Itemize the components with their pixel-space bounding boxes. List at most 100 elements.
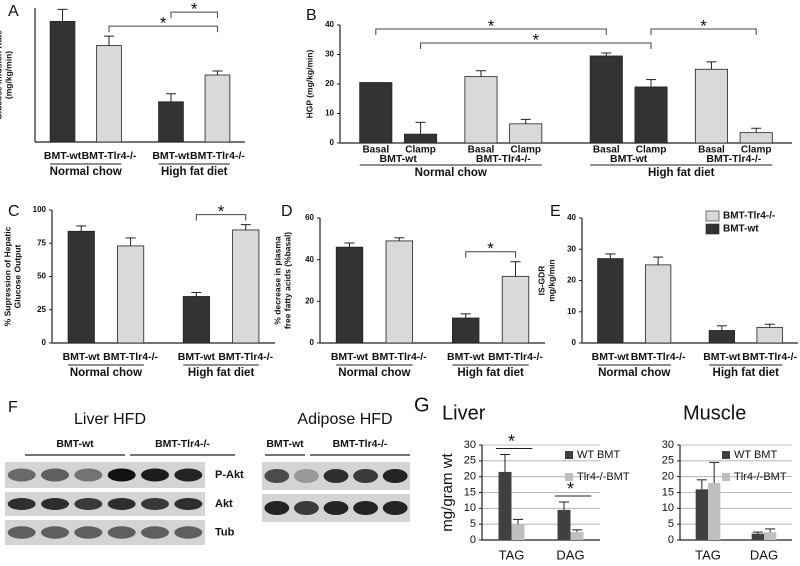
subgroup-label: BMT-Tlr4-/- bbox=[372, 351, 427, 363]
y-tick-label: 20 bbox=[305, 296, 314, 305]
blot-band bbox=[353, 501, 379, 515]
blot-band bbox=[353, 469, 379, 483]
x-tick-label: DAG bbox=[556, 547, 584, 562]
blot-strip bbox=[5, 492, 205, 516]
x-tick-label: Clamp bbox=[405, 145, 436, 156]
blot-strip bbox=[5, 462, 205, 488]
group-label: High fat diet bbox=[713, 367, 780, 379]
y-tick-label: 15 bbox=[464, 486, 476, 498]
bar bbox=[404, 133, 438, 144]
legend-label: WT BMT bbox=[577, 449, 620, 461]
subgroup-label: BMT-Tlr4-/- bbox=[218, 351, 273, 363]
x-tick-label: Clamp bbox=[741, 145, 772, 156]
subgroup-label: BMT-Tlr4-/- bbox=[476, 153, 531, 165]
subgroup-label: BMT-wt bbox=[44, 150, 82, 162]
blot-group-label: BMT-Tlr4-/- bbox=[333, 438, 388, 450]
blot-band bbox=[323, 501, 349, 515]
x-tick-label: DAG bbox=[750, 547, 778, 562]
blot-band bbox=[107, 468, 136, 482]
y-tick-label: 30 bbox=[464, 439, 476, 451]
x-tick-label: Basal bbox=[362, 145, 389, 156]
y-tick-label: 30 bbox=[662, 439, 674, 451]
blot-group-label: BMT-wt bbox=[266, 438, 304, 450]
legend-swatch bbox=[705, 210, 720, 222]
y-axis-label: free fatty acids (%basal) bbox=[282, 232, 292, 329]
panel-label: F bbox=[8, 399, 18, 416]
group-label: High fat diet bbox=[188, 367, 255, 379]
bar bbox=[557, 509, 571, 540]
group-label: Normal chow bbox=[415, 167, 487, 179]
y-axis-label: mg/gram wt bbox=[439, 453, 456, 532]
y-tick-label: 20 bbox=[662, 471, 674, 483]
bar bbox=[158, 101, 184, 143]
bar bbox=[695, 489, 708, 540]
significance-bracket bbox=[375, 28, 607, 36]
subgroup-label: BMT-Tlr4-/- bbox=[742, 351, 797, 363]
y-tick-label: 10 bbox=[325, 109, 334, 118]
y-tick-label: 20 bbox=[567, 276, 576, 285]
y-tick-label: 0 bbox=[330, 138, 335, 147]
blot-band bbox=[323, 469, 349, 483]
y-tick-label: 25 bbox=[37, 305, 46, 314]
y-tick-label: 50 bbox=[37, 272, 46, 281]
group-label: High fat diet bbox=[161, 166, 228, 178]
blot-row-label: Tub bbox=[215, 526, 235, 538]
blot-band bbox=[174, 468, 203, 482]
subgroup-label: BMT-Tlr4-/- bbox=[190, 150, 245, 162]
subgroup-label: BMT-Tlr4-/- bbox=[631, 351, 686, 363]
bar bbox=[498, 471, 512, 540]
bar bbox=[464, 76, 498, 144]
significance-bracket bbox=[420, 42, 652, 50]
y-tick-label: 5 bbox=[470, 518, 476, 530]
significance-label: * bbox=[700, 17, 707, 36]
blot-band bbox=[7, 468, 36, 482]
y-tick-label: 30 bbox=[567, 244, 576, 253]
y-tick-label: 30 bbox=[325, 50, 334, 59]
x-tick-label: Basal bbox=[593, 145, 620, 156]
y-tick-label: 5 bbox=[668, 518, 674, 530]
legend-swatch bbox=[565, 451, 573, 459]
blot-band bbox=[141, 526, 169, 539]
blot-group-label: BMT-wt bbox=[56, 438, 94, 450]
bar bbox=[597, 258, 624, 344]
legend-label: WT BMT bbox=[734, 449, 777, 461]
subgroup-label: BMT-wt bbox=[380, 153, 418, 165]
significance-label: * bbox=[487, 239, 494, 258]
subgroup-label: BMT-wt bbox=[592, 351, 630, 363]
significance-label: * bbox=[218, 202, 225, 221]
y-axis-label: IS-GDR bbox=[536, 266, 546, 296]
legend-swatch bbox=[722, 473, 730, 481]
significance-label: * bbox=[567, 479, 574, 499]
y-tick-label: 40 bbox=[325, 20, 334, 29]
x-tick-label: Basal bbox=[468, 145, 495, 156]
bar bbox=[96, 45, 122, 143]
bar bbox=[117, 245, 145, 344]
blot-band bbox=[7, 498, 36, 510]
y-tick-label: 25 bbox=[662, 455, 674, 467]
subgroup-label: BMT-wt bbox=[152, 150, 190, 162]
blot-band bbox=[174, 498, 203, 510]
bar bbox=[359, 82, 393, 144]
significance-bracket bbox=[170, 11, 218, 19]
panel-label: G bbox=[414, 394, 430, 416]
panel-label: B bbox=[306, 7, 317, 24]
bar bbox=[204, 74, 231, 143]
subgroup-label: BMT-wt bbox=[331, 351, 369, 363]
significance-label: * bbox=[532, 31, 539, 50]
bar bbox=[634, 86, 668, 144]
blot-band bbox=[41, 468, 69, 482]
legend-swatch bbox=[705, 223, 720, 235]
significance-label: * bbox=[488, 17, 495, 36]
blot-row-label: P-Akt bbox=[215, 469, 244, 481]
y-axis-label: HGP (mg/kg/min) bbox=[304, 49, 314, 118]
y-axis-label: Glucose Infusion Rate bbox=[0, 30, 3, 120]
significance-bracket bbox=[108, 25, 218, 33]
blot-band bbox=[264, 501, 290, 515]
subgroup-label: BMT-Tlr4-/- bbox=[82, 150, 137, 162]
significance-bracket bbox=[465, 251, 516, 258]
group-label: Normal chow bbox=[50, 166, 122, 178]
y-tick-label: 100 bbox=[33, 205, 47, 214]
legend-label: Tlr4-/-BMT bbox=[577, 471, 630, 483]
blot-band bbox=[107, 498, 136, 510]
